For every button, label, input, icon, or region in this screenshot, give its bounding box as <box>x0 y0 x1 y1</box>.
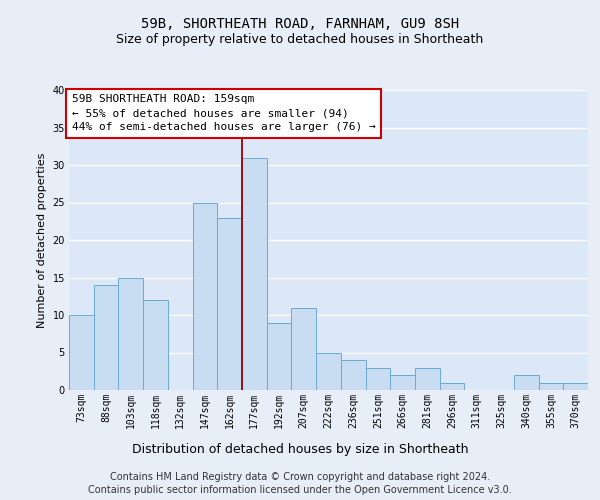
Text: Distribution of detached houses by size in Shortheath: Distribution of detached houses by size … <box>132 442 468 456</box>
Bar <box>539 382 563 390</box>
Text: 59B, SHORTHEATH ROAD, FARNHAM, GU9 8SH: 59B, SHORTHEATH ROAD, FARNHAM, GU9 8SH <box>141 18 459 32</box>
Bar <box>514 375 539 390</box>
Bar <box>440 382 464 390</box>
Bar <box>563 382 588 390</box>
Bar <box>143 300 168 390</box>
Text: Size of property relative to detached houses in Shortheath: Size of property relative to detached ho… <box>116 32 484 46</box>
Text: 59B SHORTHEATH ROAD: 159sqm
← 55% of detached houses are smaller (94)
44% of sem: 59B SHORTHEATH ROAD: 159sqm ← 55% of det… <box>71 94 376 132</box>
Bar <box>217 218 242 390</box>
Bar <box>390 375 415 390</box>
Bar <box>341 360 365 390</box>
Bar <box>69 315 94 390</box>
Bar <box>118 278 143 390</box>
Bar <box>292 308 316 390</box>
Bar <box>365 368 390 390</box>
Bar <box>316 352 341 390</box>
Bar <box>415 368 440 390</box>
Bar <box>267 322 292 390</box>
Text: Contains HM Land Registry data © Crown copyright and database right 2024.: Contains HM Land Registry data © Crown c… <box>110 472 490 482</box>
Bar <box>193 202 217 390</box>
Y-axis label: Number of detached properties: Number of detached properties <box>37 152 47 328</box>
Bar <box>94 285 118 390</box>
Text: Contains public sector information licensed under the Open Government Licence v3: Contains public sector information licen… <box>88 485 512 495</box>
Bar <box>242 158 267 390</box>
